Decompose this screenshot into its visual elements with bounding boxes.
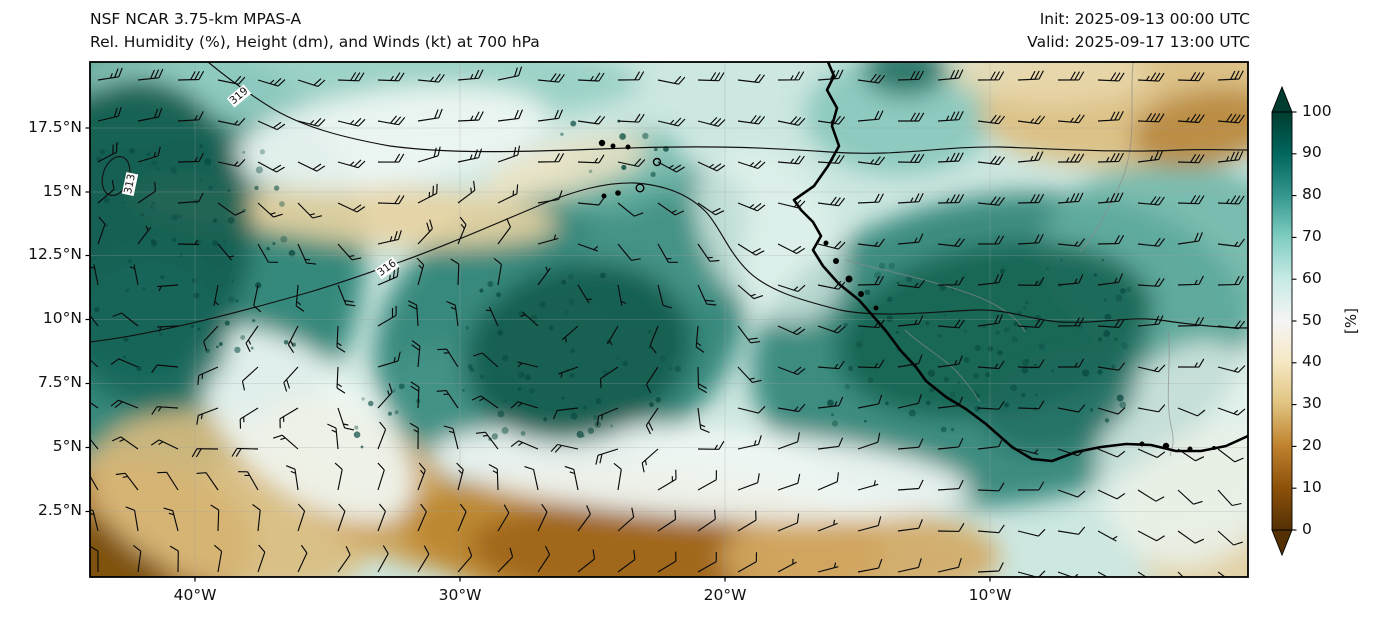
longitude-tick-label: 40°W: [173, 586, 217, 604]
valid-time: Valid: 2025-09-17 13:00 UTC: [1027, 33, 1250, 51]
island: [635, 183, 645, 193]
colorbar-units-label: [%]: [1342, 308, 1360, 334]
colorbar-tick-label: 90: [1302, 143, 1322, 162]
island: [615, 190, 621, 196]
longitude-tick-label: 20°W: [703, 586, 747, 604]
latitude-tick-label: 17.5°N: [28, 117, 82, 136]
rh-field: [90, 62, 1248, 577]
colorbar-extend-min-arrow: [1271, 529, 1293, 557]
colorbar-tick-label: 50: [1302, 310, 1322, 329]
colorbar-tick-label: 20: [1302, 435, 1322, 454]
colorbar-tick-label: 0: [1302, 519, 1312, 538]
colorbar-extend-max-arrow: [1271, 85, 1293, 113]
colorbar-tick-label: 70: [1302, 226, 1322, 245]
colorbar-tick-label: 80: [1302, 185, 1322, 204]
wind-barbs: [90, 66, 1246, 577]
init-time: Init: 2025-09-13 00:00 UTC: [1039, 10, 1250, 28]
colorbar-tick-label: 60: [1302, 268, 1322, 287]
graticule: [90, 62, 1248, 577]
field-title: Rel. Humidity (%), Height (dm), and Wind…: [90, 33, 540, 51]
longitude-tick-label: 30°W: [438, 586, 482, 604]
latitude-tick-label: 2.5°N: [38, 501, 82, 519]
latitude-tick-label: 15°N: [42, 181, 82, 200]
island: [598, 139, 606, 147]
colorbar-tick-label: 30: [1302, 394, 1322, 413]
axis-ticks: [85, 127, 991, 582]
latitude-tick-label: 10°N: [42, 309, 82, 327]
model-title: NSF NCAR 3.75-km MPAS-A: [90, 10, 302, 28]
map-area: [90, 62, 1248, 577]
colorbar-tick-label: 40: [1302, 352, 1322, 371]
colorbar-tick-label: 100: [1302, 101, 1332, 120]
latitude-tick-label: 7.5°N: [38, 373, 82, 391]
island: [610, 143, 616, 149]
latitude-tick-label: 12.5°N: [28, 245, 82, 263]
colorbar: [1271, 85, 1297, 557]
island: [652, 157, 662, 167]
colorbar-tick-label: 10: [1302, 477, 1322, 496]
coastline: [598, 62, 1248, 463]
convective-speckles: [94, 119, 1132, 449]
island: [625, 144, 631, 150]
latitude-tick-label: 5°N: [52, 437, 82, 455]
longitude-tick-label: 10°W: [968, 586, 1012, 604]
